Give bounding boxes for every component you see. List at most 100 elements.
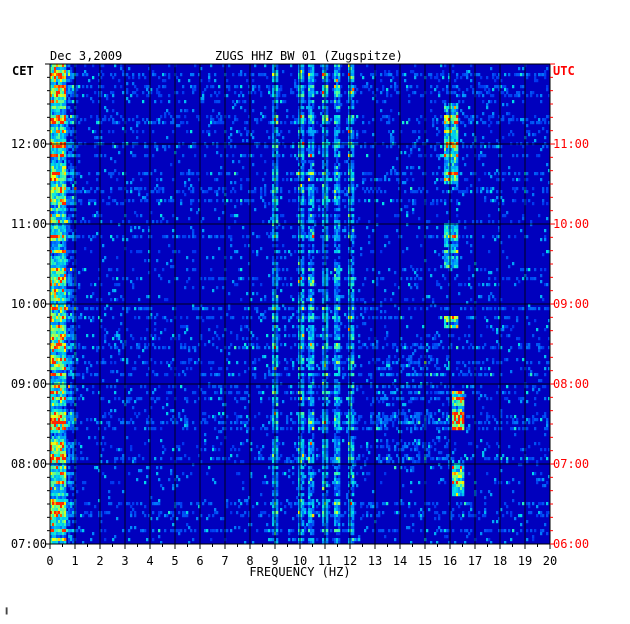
spectrogram-cell	[404, 268, 407, 272]
spectrogram-cell	[190, 199, 193, 203]
spectrogram-cell	[336, 313, 339, 317]
spectrogram-cell	[322, 139, 325, 143]
spectrogram-cell	[292, 307, 295, 311]
spectrogram-cell	[362, 130, 365, 134]
spectrogram-cell	[54, 331, 57, 335]
spectrogram-cell	[88, 79, 91, 83]
spectrogram-cell	[50, 280, 53, 284]
spectrogram-cell	[348, 214, 351, 218]
spectrogram-cell	[298, 328, 301, 332]
spectrogram-cell	[300, 88, 303, 92]
spectrogram-cell	[372, 280, 375, 284]
spectrogram-cell	[64, 235, 67, 239]
spectrogram-cell	[68, 268, 71, 272]
spectrogram-cell	[450, 115, 453, 119]
spectrogram-cell	[322, 274, 325, 278]
spectrogram-cell	[438, 283, 441, 287]
spectrogram-cell	[350, 229, 353, 233]
spectrogram-cell	[70, 91, 73, 95]
spectrogram-cell	[64, 298, 67, 302]
spectrogram-cell	[272, 211, 275, 215]
spectrogram-cell	[282, 283, 285, 287]
spectrogram-cell	[522, 214, 525, 218]
spectrogram-cell	[58, 307, 61, 311]
spectrogram-cell	[288, 199, 291, 203]
spectrogram-cell	[106, 97, 109, 101]
spectrogram-cell	[60, 127, 63, 131]
spectrogram-cell	[138, 226, 141, 230]
spectrogram-cell	[390, 316, 393, 320]
spectrogram-cell	[70, 145, 73, 149]
spectrogram-cell	[452, 91, 455, 95]
spectrogram-cell	[112, 238, 115, 242]
spectrogram-cell	[70, 130, 73, 134]
spectrogram-cell	[336, 250, 339, 254]
spectrogram-cell	[80, 313, 83, 317]
spectrogram-cell	[326, 64, 329, 68]
spectrogram-cell	[540, 295, 543, 299]
spectrogram-cell	[544, 121, 547, 125]
spectrogram-cell	[546, 307, 549, 311]
spectrogram-cell	[56, 250, 59, 254]
spectrogram-cell	[62, 304, 65, 308]
spectrogram-cell	[308, 238, 311, 242]
spectrogram-cell	[456, 262, 459, 266]
spectrogram-cell	[280, 130, 283, 134]
spectrogram-cell	[322, 313, 325, 317]
spectrogram-cell	[198, 316, 201, 320]
spectrogram-cell	[326, 232, 329, 236]
spectrogram-cell	[100, 94, 103, 98]
spectrogram-cell	[54, 292, 57, 296]
spectrogram-cell	[276, 328, 279, 332]
spectrogram-cell	[348, 226, 351, 230]
spectrogram-cell	[364, 145, 367, 149]
spectrogram-cell	[80, 190, 83, 194]
spectrogram-cell	[446, 157, 449, 161]
spectrogram-cell	[60, 193, 63, 197]
spectrogram-cell	[528, 73, 531, 77]
spectrogram-cell	[534, 172, 537, 176]
spectrogram-cell	[52, 214, 55, 218]
spectrogram-cell	[326, 139, 329, 143]
spectrogram-cell	[334, 301, 337, 305]
spectrogram-cell	[98, 73, 101, 77]
spectrogram-cell	[338, 208, 341, 212]
spectrogram-cell	[90, 187, 93, 191]
spectrogram-cell	[336, 286, 339, 290]
spectrogram-cell	[64, 205, 67, 209]
spectrogram-cell	[60, 202, 63, 206]
spectrogram-cell	[536, 94, 539, 98]
spectrogram-cell	[416, 268, 419, 272]
spectrogram-cell	[200, 79, 203, 83]
spectrogram-cell	[326, 283, 329, 287]
spectrogram-cell	[298, 262, 301, 266]
spectrogram-cell	[66, 202, 69, 206]
spectrogram-cell	[132, 178, 135, 182]
spectrogram-cell	[302, 325, 305, 329]
spectrogram-cell	[534, 115, 537, 119]
spectrogram-cell	[52, 91, 55, 95]
spectrogram-cell	[258, 73, 261, 77]
spectrogram-cell	[326, 325, 329, 329]
spectrogram-cell	[466, 241, 469, 245]
spectrogram-cell	[420, 154, 423, 158]
spectrogram-cell	[64, 265, 67, 269]
spectrogram-cell	[326, 169, 329, 173]
spectrogram-cell	[546, 187, 549, 191]
spectrogram-cell	[354, 187, 357, 191]
spectrogram-cell	[262, 316, 265, 320]
spectrogram-cell	[68, 259, 71, 263]
spectrogram-cell	[360, 91, 363, 95]
spectrogram-cell	[488, 115, 491, 119]
spectrogram-cell	[332, 73, 335, 77]
spectrogram-cell	[230, 190, 233, 194]
spectrogram-cell	[70, 154, 73, 158]
spectrogram-cell	[442, 235, 445, 239]
spectrogram-cell	[72, 130, 75, 134]
spectrogram-cell	[300, 124, 303, 128]
spectrogram-cell	[64, 211, 67, 215]
spectrogram-cell	[308, 298, 311, 302]
spectrogram-cell	[54, 118, 57, 122]
spectrogram-cell	[448, 229, 451, 233]
spectrogram-cell	[298, 250, 301, 254]
